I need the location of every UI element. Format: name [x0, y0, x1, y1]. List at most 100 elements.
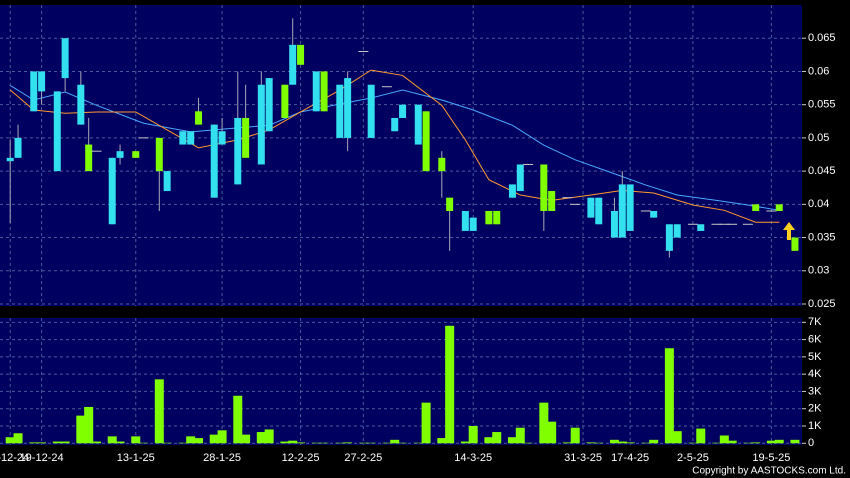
x-tick-label: 28-1-25 — [203, 452, 241, 464]
volume-bar — [649, 439, 659, 444]
volume-bar — [468, 425, 478, 444]
candle-body — [312, 71, 320, 112]
volume-bar — [264, 429, 274, 444]
volume-bar — [539, 402, 549, 444]
candle-body — [399, 104, 407, 118]
candle-body — [650, 210, 658, 218]
x-tick-label: 17-4-25 — [611, 452, 649, 464]
candle-body — [336, 84, 344, 138]
volume-bar — [84, 406, 94, 444]
volume-bar — [743, 442, 753, 444]
volume-bar — [719, 435, 729, 444]
volume-bar — [711, 442, 721, 444]
volume-bar — [319, 442, 329, 444]
candle-body — [422, 111, 430, 172]
candle-body — [610, 210, 618, 238]
candle-body — [461, 210, 469, 231]
x-tick-label: 12-2-25 — [282, 452, 320, 464]
volume-bar — [217, 430, 227, 444]
y-tick-label: 0.035 — [808, 231, 836, 243]
candle-body — [108, 157, 116, 225]
candle-body — [218, 131, 226, 145]
candle-body — [297, 44, 305, 65]
y-tick-label: 0.055 — [808, 99, 836, 111]
x-tick-label: 13-1-25 — [117, 452, 155, 464]
volume-bar — [288, 440, 298, 444]
candle-body — [38, 71, 46, 92]
volume-bar — [507, 437, 517, 444]
volume-bar — [162, 442, 172, 444]
candle-body — [163, 171, 171, 192]
candle-body — [493, 210, 501, 225]
candle-body — [85, 144, 93, 172]
volume-bar — [751, 442, 761, 444]
candle-body — [116, 151, 124, 158]
x-tick-label: 19-12-24 — [20, 452, 64, 464]
candle-body — [195, 111, 203, 125]
x-tick-label: 3-12-24 — [0, 452, 29, 464]
volume-bar — [641, 442, 651, 444]
x-tick-label: 19-5-25 — [752, 452, 790, 464]
volume-bar — [92, 441, 102, 444]
volume-bar — [131, 436, 141, 444]
copyright: Copyright by AASTOCKS.com Ltd. — [692, 466, 846, 477]
volume-bar — [209, 434, 219, 444]
volume-bar — [609, 439, 619, 444]
volume-bar — [52, 441, 62, 444]
candle-body — [30, 71, 38, 112]
y-tick-label: 0.045 — [808, 165, 836, 177]
candle-body — [438, 157, 446, 172]
y-tick-label: 3K — [808, 385, 822, 397]
y-tick-label: 0.065 — [808, 32, 836, 44]
y-tick-label: 7K — [808, 316, 822, 328]
y-tick-label: 5K — [808, 351, 822, 363]
x-tick-label: 31-3-25 — [564, 452, 602, 464]
candle-body — [485, 210, 493, 225]
y-tick-label: 0.025 — [808, 298, 836, 310]
candle-body — [446, 197, 454, 211]
y-tick-label: 6K — [808, 334, 822, 346]
candle-body — [320, 71, 328, 112]
candle-body — [775, 204, 783, 211]
candle-body — [265, 78, 273, 132]
candle-body — [187, 131, 195, 145]
volume-bar — [460, 441, 470, 444]
candle-body — [548, 191, 556, 211]
candle-body — [391, 117, 399, 132]
volume-bar — [515, 427, 525, 444]
candle-body — [289, 44, 297, 85]
candle-body — [257, 84, 265, 165]
candle-body — [665, 224, 673, 251]
volume-bar — [107, 436, 117, 444]
candle-body — [234, 117, 242, 185]
volume-bar — [672, 431, 682, 444]
volume-bar — [586, 442, 596, 444]
y-tick-label: 4K — [808, 368, 822, 380]
candle-body — [508, 184, 516, 198]
volume-bar — [366, 442, 376, 444]
y-tick-label: 0 — [808, 437, 814, 449]
volume-bar — [241, 434, 251, 444]
candle-body — [242, 117, 250, 158]
volume-bar — [139, 442, 149, 444]
y-tick-label: 1K — [808, 420, 822, 432]
volume-bar — [625, 442, 635, 444]
moving-average-line — [9, 84, 780, 211]
volume-bar — [688, 442, 698, 444]
volume-bar — [5, 437, 15, 444]
volume-bar — [233, 395, 243, 444]
candle-body — [14, 137, 22, 158]
volume-bar — [311, 442, 321, 444]
candle-body — [210, 124, 218, 198]
candle-body — [469, 217, 477, 231]
candle-body — [61, 38, 69, 79]
candle-body — [626, 184, 634, 231]
volume-bar — [398, 442, 408, 444]
candle-body — [540, 164, 548, 211]
candle-body — [344, 78, 352, 138]
candle-body — [618, 184, 626, 238]
volume-bar — [382, 442, 392, 444]
volume-bar — [335, 442, 345, 444]
volume-bar — [617, 441, 627, 444]
